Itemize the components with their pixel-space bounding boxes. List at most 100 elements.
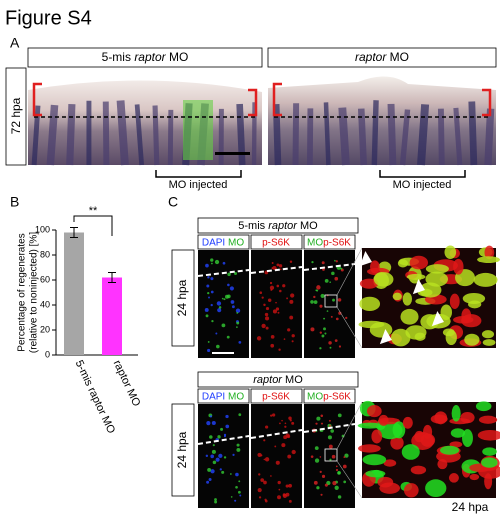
cell — [217, 308, 222, 313]
cell — [335, 260, 338, 263]
cell — [320, 293, 325, 298]
cell — [343, 480, 347, 484]
cell — [221, 470, 225, 474]
cell — [316, 289, 319, 292]
cell — [335, 465, 338, 468]
cell — [453, 315, 474, 324]
cell — [219, 468, 222, 471]
cell — [263, 458, 266, 461]
cell — [464, 333, 480, 346]
label-part: MO — [282, 374, 303, 386]
cell — [206, 284, 210, 288]
cell — [214, 500, 218, 504]
cell — [272, 265, 277, 271]
cell — [218, 306, 222, 309]
arrowhead — [359, 251, 373, 267]
cell — [215, 457, 220, 462]
channel-box — [303, 234, 356, 250]
cell — [226, 335, 230, 339]
cell — [332, 298, 335, 302]
fin-ray — [46, 104, 59, 166]
bracket — [248, 88, 258, 117]
cell — [321, 334, 325, 338]
cell — [227, 272, 231, 277]
cell — [209, 415, 213, 418]
cell — [332, 481, 337, 486]
label-part: MO — [307, 237, 323, 248]
y-tick-label: 40 — [40, 299, 50, 309]
cell — [211, 449, 216, 454]
fin-ray — [338, 107, 350, 166]
label-part: p-S6K — [262, 237, 290, 248]
cell — [419, 282, 442, 298]
amputation-line — [250, 266, 303, 274]
header-box — [27, 47, 263, 68]
cell — [264, 457, 270, 462]
cell — [260, 478, 265, 482]
bracket — [272, 82, 282, 117]
cell — [265, 306, 270, 311]
cell — [445, 329, 457, 346]
cell — [481, 330, 495, 339]
zoom-box — [324, 294, 338, 308]
fin-ray — [437, 108, 445, 166]
y-tick-label: 20 — [40, 324, 50, 334]
cell — [218, 453, 223, 458]
label-part: p-S6K — [323, 237, 351, 248]
cell — [229, 473, 232, 475]
cell — [210, 262, 213, 265]
cell — [344, 453, 349, 458]
cell — [310, 455, 314, 458]
cell — [334, 276, 339, 281]
cell — [392, 292, 402, 301]
cell — [379, 482, 401, 494]
cell — [335, 317, 339, 321]
cell — [321, 261, 325, 265]
cell — [289, 260, 293, 264]
x-tick-label: raptor MO — [111, 358, 143, 408]
label: raptor MO — [355, 50, 409, 64]
micrograph — [198, 404, 249, 508]
cell — [400, 308, 419, 325]
cell — [320, 414, 324, 418]
cell — [406, 273, 426, 280]
cell — [414, 332, 426, 341]
cell — [207, 467, 212, 472]
cell — [358, 444, 381, 453]
cell — [212, 460, 217, 465]
cell — [275, 307, 280, 311]
cell — [473, 272, 498, 287]
cell — [288, 483, 292, 488]
zoom-line — [336, 460, 363, 499]
label-part: MO — [307, 391, 323, 402]
bracket — [379, 170, 466, 178]
cell — [319, 304, 323, 308]
significance-bracket — [73, 215, 113, 236]
cell — [310, 300, 314, 304]
cell — [440, 445, 460, 455]
cell — [319, 470, 322, 473]
amputation-line — [250, 429, 303, 439]
cell — [334, 485, 339, 490]
cell — [214, 498, 217, 501]
cell — [409, 255, 429, 270]
cell — [287, 454, 292, 459]
amputation-line — [197, 269, 250, 277]
cell — [277, 480, 281, 485]
cell — [208, 478, 212, 482]
amputation-line — [197, 435, 250, 445]
cell — [289, 315, 294, 320]
cell — [229, 286, 234, 291]
cell — [281, 443, 286, 448]
cell — [206, 480, 210, 484]
cell — [236, 321, 240, 325]
cell — [205, 454, 209, 458]
fin-ray — [484, 108, 495, 166]
cell — [270, 343, 275, 348]
cell — [211, 420, 216, 426]
cell — [378, 414, 389, 426]
cell — [210, 258, 214, 262]
cell — [275, 301, 277, 304]
micrograph — [251, 250, 302, 358]
cell — [410, 465, 427, 475]
